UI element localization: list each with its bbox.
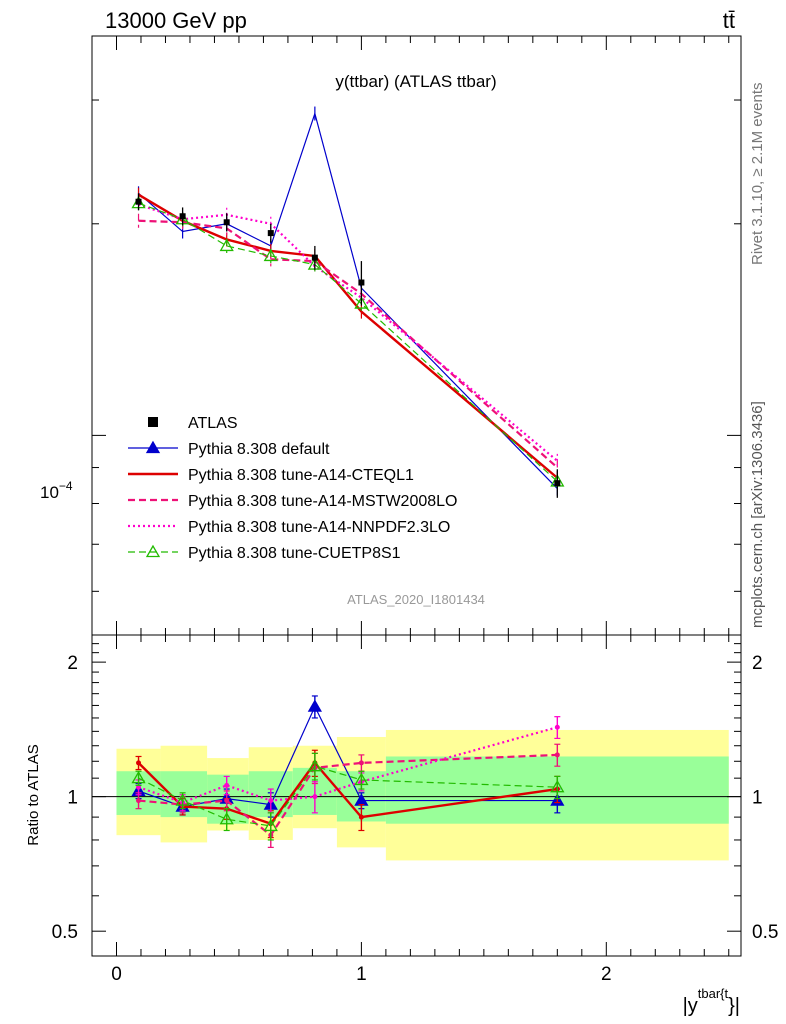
ratio-tick-label-right-2: 2	[752, 653, 763, 674]
ratio-marker-0-4	[307, 699, 322, 712]
x-tick-labels: 0 1 2	[111, 964, 611, 985]
xtick-label-2: 2	[601, 964, 612, 985]
legend-label-0: Pythia 8.308 default	[188, 441, 330, 458]
ratio-plot-frame	[91, 634, 742, 957]
ratio-dot-1-0	[136, 760, 142, 766]
series-curves	[131, 106, 565, 496]
data-point-5	[358, 279, 365, 286]
series-marker-4-3	[263, 248, 278, 262]
ratio-marker-4-5	[354, 772, 369, 786]
ratio-tick-labels: 0.5 0.5 1 1 2 2	[52, 653, 779, 943]
data-point-0	[135, 198, 142, 205]
legend-marker-0	[145, 440, 161, 454]
ratio-tick-label-left-0.5: 0.5	[52, 922, 78, 943]
ratio-dot-3-2	[224, 782, 230, 788]
data-point-2	[223, 219, 230, 226]
legend-label-4: Pythia 8.308 tune-CUETP8S1	[188, 545, 401, 562]
ratio-dot-1-5	[358, 814, 364, 820]
data-point-3	[267, 230, 274, 237]
legend-marker-4	[145, 544, 161, 558]
header-right: tt̄	[723, 8, 735, 33]
ratio-marker-4-2	[219, 811, 234, 825]
ratio-dot-2-0	[136, 798, 142, 804]
header-left: 13000 GeV pp	[105, 8, 247, 33]
data-point-6	[554, 480, 561, 487]
xtick-label-1: 1	[356, 964, 367, 985]
legend-label-atlas: ATLAS	[188, 415, 238, 432]
ratio-marker-4-3	[263, 818, 278, 832]
legend-marker-atlas	[148, 417, 158, 427]
mcplots-label: mcplots.cern.ch [arXiv:1306.3436]	[749, 401, 766, 628]
ratio-marker-4-6	[550, 779, 565, 793]
ratio-dot-2-5	[358, 760, 364, 766]
ratio-tick-label-left-2: 2	[67, 653, 78, 674]
data-point-1	[179, 213, 186, 220]
ratio-dot-2-6	[554, 752, 560, 758]
ratio-dot-3-6	[554, 724, 560, 730]
legend-label-2: Pythia 8.308 tune-A14-MSTW2008LO	[188, 493, 457, 510]
main-ytick-label: 10−4	[40, 479, 73, 502]
ratio-marker-4-1	[175, 793, 190, 806]
rivet-label: Rivet 3.1.10, ≥ 2.1M events	[749, 83, 766, 266]
series-line-4	[138, 202, 558, 482]
series-marker-4-5	[354, 296, 369, 309]
ratio-dot-3-4	[312, 794, 318, 800]
ratio-uncertainty-bands	[116, 729, 729, 861]
data-point-4	[311, 254, 318, 261]
ratio-dot-3-3	[268, 798, 274, 804]
ratio-curves	[131, 695, 565, 848]
ratio-tick-label-right-0.5: 0.5	[752, 922, 778, 943]
ratio-tick-label-right-1: 1	[752, 788, 763, 809]
legend-label-1: Pythia 8.308 tune-A14-CTEQL1	[188, 467, 414, 484]
series-marker-4-2	[219, 238, 234, 252]
xtick-label-0: 0	[111, 964, 122, 985]
ratio-marker-4-0	[131, 770, 146, 784]
atlas-data-points	[135, 193, 561, 498]
legend-label-3: Pythia 8.308 tune-A14-NNPDF2.3LO	[188, 519, 450, 536]
ratio-dot-2-2	[224, 798, 230, 804]
xlabel: |ytbar{t}|	[683, 986, 740, 1017]
series-line-0	[138, 111, 558, 490]
plot-title: y(ttbar) (ATLAS ttbar)	[335, 72, 496, 91]
ratio-ylabel: Ratio to ATLAS	[25, 744, 42, 845]
ratio-marker-4-4	[307, 758, 322, 772]
analysis-label: ATLAS_2020_I1801434	[347, 592, 485, 607]
legend: ATLAS Pythia 8.308 default Pythia 8.308 tu…	[128, 415, 457, 562]
ratio-tick-label-left-1: 1	[67, 788, 78, 809]
